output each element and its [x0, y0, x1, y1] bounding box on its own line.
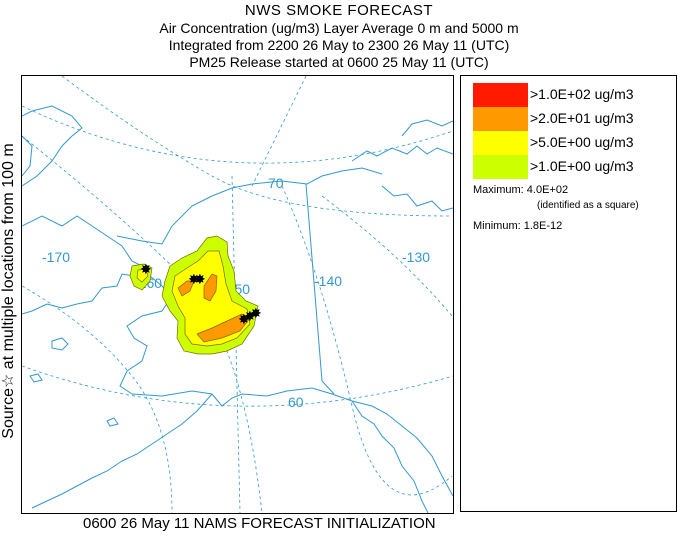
graticule-label: 70 [268, 175, 284, 191]
release-info: PM25 Release started at 0600 25 May 11 (… [189, 54, 489, 70]
coastline [119, 265, 173, 395]
coastline [51, 337, 69, 351]
coastline [22, 215, 143, 315]
graticule-label: -130 [402, 249, 430, 265]
coastline [381, 185, 453, 212]
coastline [22, 105, 83, 187]
alaska-map: -170 -160 -150 -140 -130 70 60 ✸ ✸ ✸ ✸ [22, 76, 453, 513]
coastline [351, 145, 453, 162]
map-panel: -170 -160 -150 -140 -130 70 60 ✸ ✸ ✸ ✸ [21, 75, 454, 514]
coastline [106, 417, 119, 427]
graticule-label: -140 [314, 273, 342, 289]
legend-item: >2.0E+01 ug/m3 [473, 107, 673, 131]
smoke-contour-20 [196, 313, 251, 343]
maximum-note: (identified as a square) [537, 200, 639, 211]
legend-swatch [473, 83, 528, 107]
graticule-line [22, 365, 453, 407]
legend-item: >1.0E+00 ug/m3 [473, 155, 673, 179]
coastline [31, 393, 213, 509]
smoke-contour-20 [203, 273, 218, 302]
coastline [22, 135, 33, 177]
forecast-title: NWS SMOKE FORECAST [244, 2, 434, 19]
coastline [401, 119, 453, 137]
graticule-line [251, 76, 307, 187]
border-line [305, 183, 335, 395]
graticule-line [281, 185, 453, 496]
smoke-contour-20 [177, 280, 195, 297]
legend-label: >5.0E+00 ug/m3 [530, 134, 634, 150]
source-marker-icon: ✸ [188, 271, 200, 287]
source-marker-icon: ✸ [238, 311, 250, 327]
maximum-value: Maximum: 4.0E+02 [473, 184, 569, 196]
legend-item: >5.0E+00 ug/m3 [473, 131, 673, 155]
coastlines [22, 105, 453, 513]
source-markers: ✸ ✸ ✸ ✸ ✸ ✸ [140, 261, 262, 327]
graticule-line [22, 105, 453, 164]
smoke-plume [129, 235, 259, 355]
source-side-label: Source☆ at multiple locations from 100 m [0, 143, 17, 439]
graticule-label: 60 [288, 394, 304, 410]
coastline [116, 167, 383, 245]
legend-item: >1.0E+02 ug/m3 [473, 83, 673, 107]
legend-label: >2.0E+01 ug/m3 [530, 110, 634, 126]
legend-label: >1.0E+00 ug/m3 [530, 158, 634, 174]
graticule-label: -170 [42, 249, 70, 265]
minimum-value: Minimum: 1.8E-12 [473, 220, 563, 232]
initialization-footer: 0600 26 May 11 NAMS FORECAST INITIALIZAT… [83, 515, 436, 532]
integration-period: Integrated from 2200 26 May to 2300 26 M… [168, 37, 510, 53]
legend-panel: >1.0E+02 ug/m3 >2.0E+01 ug/m3 >5.0E+00 u… [460, 75, 677, 512]
graticule-line [61, 76, 453, 217]
source-marker-icon: ✸ [140, 261, 152, 277]
legend-label: >1.0E+02 ug/m3 [530, 86, 634, 102]
legend-swatch [473, 155, 528, 179]
source-marker-icon: ✸ [250, 305, 262, 321]
smoke-contour-5 [136, 268, 149, 283]
coastline [29, 373, 43, 383]
legend-swatch [473, 131, 528, 155]
graticule-line [321, 195, 453, 317]
source-marker-icon: ✸ [244, 308, 256, 324]
source-marker-icon: ✸ [194, 271, 206, 287]
concentration-subtitle: Air Concentration (ug/m3) Layer Average … [159, 20, 519, 36]
graticule-line [22, 285, 173, 513]
legend-swatch [473, 107, 528, 131]
coastline [351, 400, 429, 513]
